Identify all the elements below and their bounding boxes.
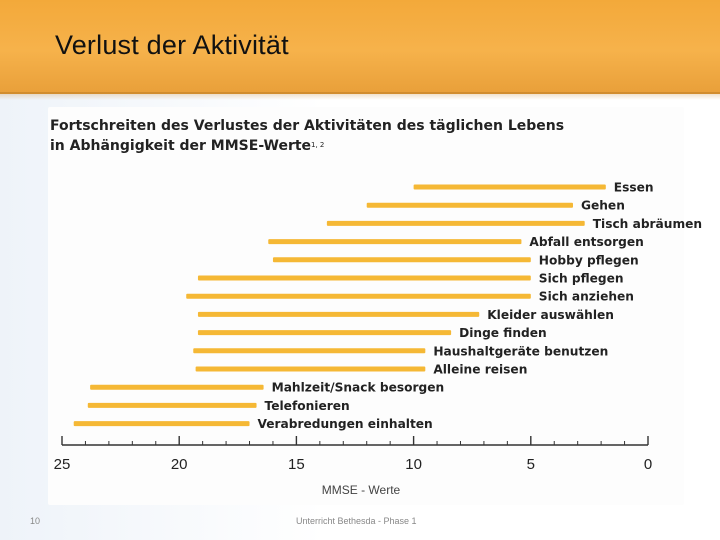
header-band (0, 0, 720, 100)
bar-label-abfall-entsorgen: Abfall entsorgen (529, 235, 643, 249)
bar-sich-pflegen (197, 275, 531, 281)
bar-gehen (366, 202, 573, 208)
bar-label-haushaltgeräte-benutzen: Haushaltgeräte benutzen (433, 344, 608, 358)
bar-alleine-reisen (195, 366, 426, 372)
x-tick-label: 5 (527, 456, 535, 473)
footer-text: Unterricht Bethesda - Phase 1 (296, 516, 417, 526)
bar-sich-anziehen (186, 293, 531, 299)
x-tick-label: 25 (54, 456, 71, 473)
bar-hobby-pflegen (272, 257, 531, 263)
chart-title: Fortschreiten des Verlustes der Aktivitä… (50, 116, 670, 156)
chart-title-line1: Fortschreiten des Verlustes der Aktivitä… (50, 118, 565, 134)
bar-label-essen: Essen (614, 181, 654, 195)
bar-label-mahlzeit-snack-besorgen: Mahlzeit/Snack besorgen (272, 381, 445, 395)
chart-title-line2: in Abhängigkeit der MMSE-Werte (50, 138, 312, 154)
bar-label-hobby-pflegen: Hobby pflegen (539, 253, 639, 267)
x-tick-label: 15 (288, 456, 305, 473)
bar-tisch-abräumen (326, 220, 585, 226)
bar-abfall-entsorgen (268, 239, 522, 245)
bar-label-gehen: Gehen (581, 199, 625, 213)
bar-label-dinge-finden: Dinge finden (459, 326, 547, 340)
bar-verabredungen-einhalten (73, 421, 250, 427)
x-tick-label: 20 (171, 456, 188, 473)
bar-label-sich-pflegen: Sich pflegen (539, 272, 624, 286)
bar-label-alleine-reisen: Alleine reisen (433, 363, 527, 377)
bar-haushaltgeräte-benutzen (193, 348, 426, 354)
bar-label-tisch-abräumen: Tisch abräumen (593, 217, 702, 231)
x-tick-label: 10 (405, 456, 422, 473)
bar-telefonieren (87, 402, 257, 408)
chart-frame (48, 107, 684, 505)
bar-dinge-finden (197, 330, 452, 336)
bar-kleider-auswählen (197, 311, 480, 317)
bar-essen (413, 184, 606, 190)
x-axis-label: MMSE - Werte (322, 483, 401, 497)
x-tick-label: 0 (644, 456, 652, 473)
bar-mahlzeit-snack-besorgen (90, 384, 264, 390)
bar-label-telefonieren: Telefonieren (265, 399, 350, 413)
bar-label-sich-anziehen: Sich anziehen (539, 290, 634, 304)
slide-title: Verlust der Aktivität (55, 30, 289, 60)
page-number: 10 (30, 516, 41, 526)
chart-title-superscript: 1, 2 (311, 141, 325, 149)
bar-label-kleider-auswählen: Kleider auswählen (487, 308, 614, 322)
bar-label-verabredungen-einhalten: Verabredungen einhalten (258, 417, 433, 431)
